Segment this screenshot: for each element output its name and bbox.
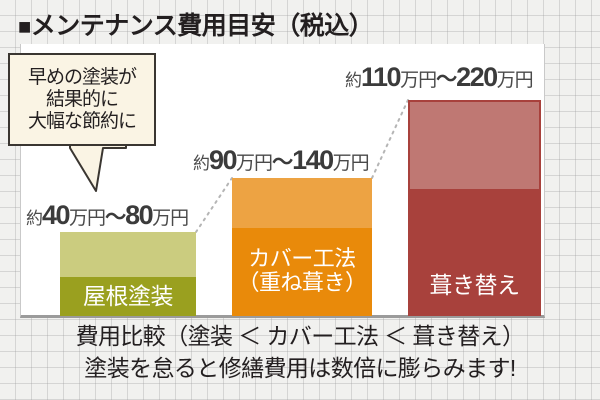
bar-cover-method-label-line2: （重ね葺き） (237, 270, 367, 295)
price-high-roof: 80 (125, 200, 154, 230)
price-tilde-roof: 〜 (105, 206, 126, 229)
bar-roof-painting-upper-segment (60, 232, 196, 277)
price-low-replace: 110 (361, 62, 402, 92)
title-bullet-icon: ■ (18, 14, 31, 39)
callout-line-3: 大幅な節約に (27, 111, 137, 133)
bar-cover-method: カバー工法 （重ね葺き） (232, 178, 372, 316)
price-high-cover: 140 (292, 145, 334, 175)
bar-re-roofing-lower-segment: 葺き替え (410, 189, 539, 316)
callout-line-2: 結果的に (45, 88, 119, 110)
price-high-replace: 220 (456, 62, 498, 92)
price-high-unit-cover: 万円 (332, 153, 370, 174)
price-prefix-cover: 約 (193, 154, 210, 173)
bar-cover-method-upper-segment (232, 178, 372, 228)
price-low-unit-roof: 万円 (69, 208, 106, 229)
caption-line-2: 塗装を怠ると修繕費用は数倍に膨らみます! (84, 354, 516, 381)
title-text: メンテナンス費用目安（税込） (30, 12, 374, 40)
bar-roof-painting-lower-segment: 屋根塗装 (60, 277, 196, 316)
callout-line-1: 早めの塗装が (27, 66, 137, 88)
bottom-caption: 費用比較（塗装 ＜ カバー工法 ＜ 葺き替え） 塗装を怠ると修繕費用は数倍に膨ら… (0, 322, 600, 384)
price-low-unit-replace: 万円 (400, 70, 437, 91)
price-low-cover: 90 (209, 145, 238, 175)
price-low-unit-cover: 万円 (236, 153, 273, 174)
price-tilde-replace: 〜 (436, 68, 457, 91)
bar-cover-method-lower-segment: カバー工法 （重ね葺き） (232, 228, 372, 316)
price-label-cover-method: 約90万円〜140万円 (193, 145, 370, 176)
savings-callout: 早めの塗装が 結果的に 大幅な節約に (8, 53, 156, 146)
price-high-unit-roof: 万円 (152, 208, 189, 229)
caption-line-1: 費用比較（塗装 ＜ カバー工法 ＜ 葺き替え） (75, 323, 525, 349)
bar-re-roofing: 葺き替え (408, 100, 541, 316)
page-title: ■メンテナンス費用目安（税込） (18, 6, 374, 42)
bar-roof-painting-label: 屋根塗装 (83, 283, 174, 310)
bar-re-roofing-label: 葺き替え (429, 272, 521, 299)
price-label-re-roofing: 約110万円〜220万円 (345, 62, 534, 93)
bar-roof-painting: 屋根塗装 (60, 232, 196, 316)
bar-cover-method-label-line1: カバー工法 (248, 246, 356, 272)
price-prefix-replace: 約 (345, 71, 362, 90)
bar-re-roofing-upper-segment (410, 102, 539, 189)
price-tilde-cover: 〜 (272, 151, 293, 174)
price-high-unit-replace: 万円 (496, 70, 534, 91)
price-low-roof: 40 (42, 200, 71, 230)
price-prefix-roof: 約 (26, 209, 43, 228)
price-label-roof-painting: 約40万円〜80万円 (26, 200, 189, 231)
